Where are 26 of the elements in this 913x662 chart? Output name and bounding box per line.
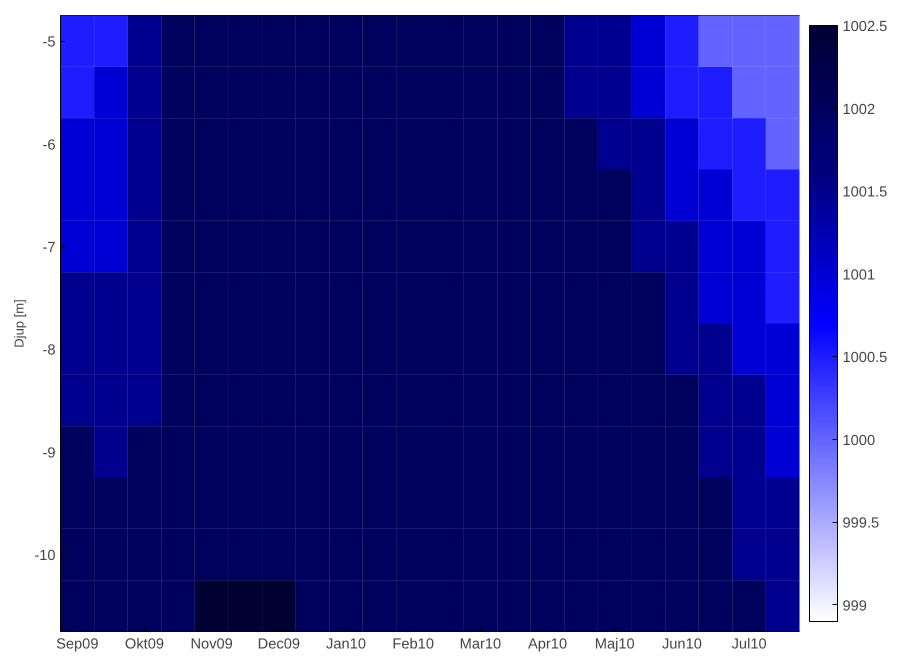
color-bar-label: 1002 xyxy=(842,102,876,118)
color-bar-label: 999 xyxy=(842,598,867,614)
x-tick-label: Jun10 xyxy=(662,636,702,652)
x-tick-label: Jan10 xyxy=(326,636,366,652)
x-tick-label: Sep09 xyxy=(56,636,98,652)
y-tick-label: -8 xyxy=(42,342,56,359)
color-bar-label: 1001.5 xyxy=(842,184,888,201)
color-bar-label: 1000.5 xyxy=(842,350,888,366)
x-tick-label: Jul10 xyxy=(732,636,767,652)
x-tick-label: Okt09 xyxy=(124,636,164,652)
color-bar-label: 999.5 xyxy=(842,516,880,532)
x-tick-label: Maj10 xyxy=(594,636,635,652)
y-axis-title: Djup [m] xyxy=(11,299,26,348)
x-tick-label: Mar10 xyxy=(460,636,502,652)
x-tick-label: Nov09 xyxy=(190,636,233,652)
x-tick-label: Apr10 xyxy=(528,636,568,652)
y-tick-label: -6 xyxy=(42,137,56,154)
x-tick-label: Dec09 xyxy=(258,636,300,652)
y-tick-label: -7 xyxy=(42,240,56,256)
y-tick-label: -9 xyxy=(42,445,56,462)
x-tick-label: Feb10 xyxy=(392,636,434,652)
color-bar-label: 1001 xyxy=(842,267,876,284)
color-bar-label: 1002.5 xyxy=(842,19,888,35)
y-tick-label: -5 xyxy=(42,34,56,51)
color-bar-label: 1000 xyxy=(842,432,876,449)
y-tick-label: -10 xyxy=(34,548,56,564)
